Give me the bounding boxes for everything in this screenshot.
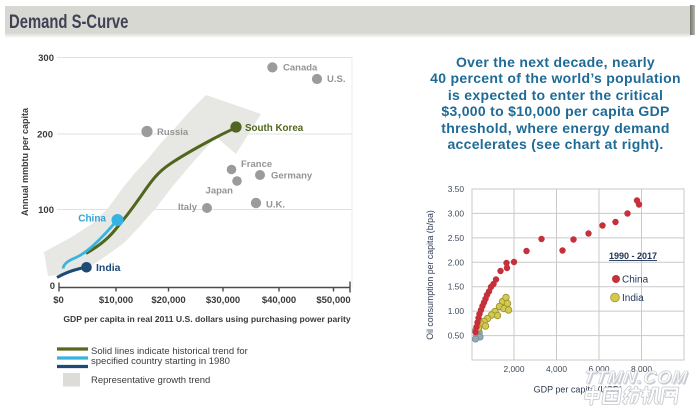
svg-text:100: 100 (38, 205, 54, 216)
svg-text:Canada: Canada (283, 63, 318, 74)
svg-text:0: 0 (50, 281, 55, 292)
svg-text:Oil consumption per capita (b/: Oil consumption per capita (b/pa) (425, 210, 435, 340)
svg-text:Germany: Germany (271, 171, 313, 182)
svg-text:3.50: 3.50 (448, 184, 465, 194)
svg-text:Solid lines indicate historica: Solid lines indicate historical trend fo… (91, 346, 248, 357)
svg-text:6,000: 6,000 (589, 364, 610, 374)
svg-text:8,000: 8,000 (631, 364, 652, 374)
svg-text:$40,000: $40,000 (262, 295, 296, 306)
svg-text:4,000: 4,000 (546, 364, 567, 374)
svg-text:0.50: 0.50 (448, 331, 465, 341)
svg-text:1.00: 1.00 (448, 306, 465, 316)
svg-text:$10,000: $10,000 (99, 295, 133, 306)
svg-text:GDP per capita in real 2011 U.: GDP per capita in real 2011 U.S. dollars… (63, 314, 351, 324)
svg-text:Russia: Russia (157, 127, 189, 138)
svg-text:India: India (96, 262, 121, 274)
svg-text:U.K.: U.K. (266, 200, 285, 211)
svg-text:200: 200 (37, 130, 53, 141)
svg-text:1990 - 2017: 1990 - 2017 (609, 251, 657, 261)
svg-text:3.00: 3.00 (448, 208, 465, 218)
svg-text:2.50: 2.50 (448, 233, 465, 243)
svg-text:India: India (622, 293, 644, 304)
svg-text:300: 300 (38, 53, 54, 64)
svg-text:GDP per capita (USD): GDP per capita (USD) (534, 385, 623, 395)
svg-text:2.00: 2.00 (448, 257, 465, 267)
svg-text:Annual mmbtu per capita: Annual mmbtu per capita (20, 107, 30, 216)
svg-text:$30,000: $30,000 (206, 295, 240, 306)
svg-text:Representative growth trend: Representative growth trend (91, 375, 210, 386)
svg-text:$20,000: $20,000 (151, 295, 185, 306)
svg-text:specified country starting in: specified country starting in 1980 (91, 356, 230, 367)
svg-text:China: China (78, 214, 106, 225)
svg-text:$0: $0 (53, 295, 64, 306)
svg-text:France: France (241, 159, 272, 170)
svg-text:U.S.: U.S. (327, 74, 345, 85)
svg-text:South Korea: South Korea (245, 123, 304, 134)
svg-text:2,000: 2,000 (504, 364, 525, 374)
svg-text:1.50: 1.50 (448, 282, 465, 292)
svg-text:China: China (622, 275, 649, 286)
svg-text:Japan: Japan (206, 186, 234, 197)
svg-text:Italy: Italy (178, 202, 198, 213)
svg-text:$50,000: $50,000 (316, 295, 350, 306)
